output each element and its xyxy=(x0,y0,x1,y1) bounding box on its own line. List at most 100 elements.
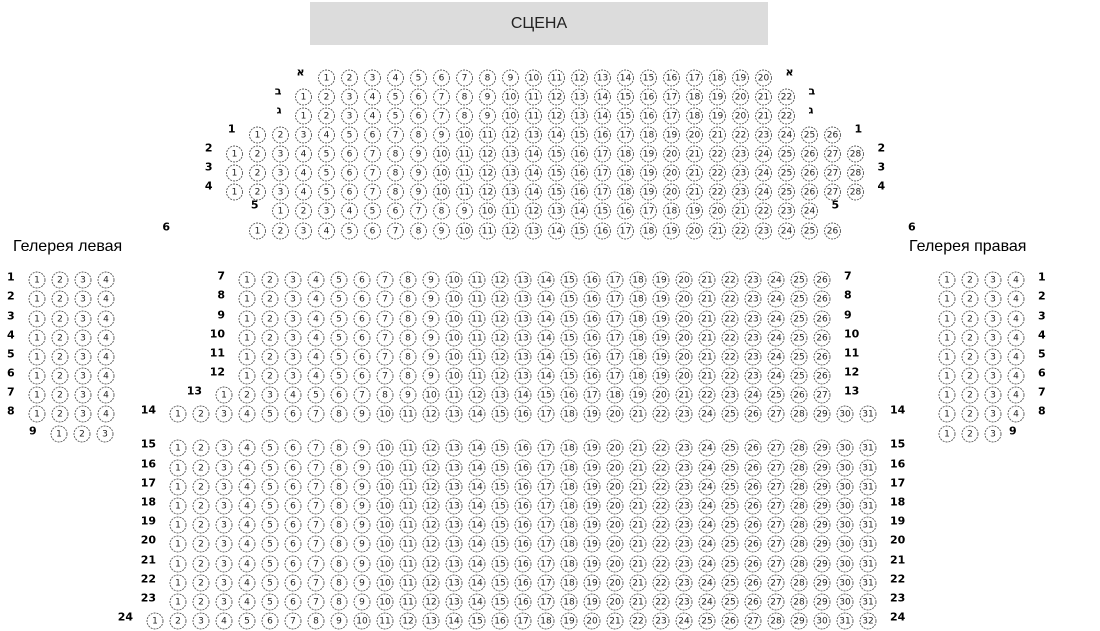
seat-stalls-row-22-30[interactable]: 30 xyxy=(836,574,854,592)
seat-gallery-right-row-7-4[interactable]: 4 xyxy=(1007,386,1025,404)
seat-balcony-row-5-3[interactable]: 3 xyxy=(318,202,335,220)
seat-stalls-row-9-21[interactable]: 21 xyxy=(698,310,716,328)
seat-stalls-row-21-23[interactable]: 23 xyxy=(675,555,693,573)
seat-stalls-row-23-24[interactable]: 24 xyxy=(698,593,716,611)
seat-balcony-row-ב-2[interactable]: 2 xyxy=(318,88,335,106)
seat-balcony-row-ב-22[interactable]: 22 xyxy=(778,88,795,106)
seat-stalls-row-18-4[interactable]: 4 xyxy=(238,497,256,515)
seat-gallery-right-row-3-3[interactable]: 3 xyxy=(984,310,1002,328)
seat-stalls-row-18-7[interactable]: 7 xyxy=(307,497,325,515)
seat-stalls-row-19-11[interactable]: 11 xyxy=(399,516,417,534)
seat-balcony-row-א-3[interactable]: 3 xyxy=(364,69,381,87)
seat-stalls-row-21-27[interactable]: 27 xyxy=(767,555,785,573)
seat-stalls-row-9-2[interactable]: 2 xyxy=(261,310,279,328)
seat-stalls-row-15-13[interactable]: 13 xyxy=(445,439,463,457)
seat-stalls-row-16-30[interactable]: 30 xyxy=(836,459,854,477)
seat-stalls-row-18-15[interactable]: 15 xyxy=(491,497,509,515)
seat-balcony-row-א-16[interactable]: 16 xyxy=(663,69,680,87)
seat-stalls-row-16-3[interactable]: 3 xyxy=(215,459,233,477)
seat-stalls-row-9-14[interactable]: 14 xyxy=(537,310,555,328)
seat-balcony-row-4-23[interactable]: 23 xyxy=(732,183,749,201)
seat-stalls-row-9-16[interactable]: 16 xyxy=(583,310,601,328)
seat-balcony-row-5-1[interactable]: 1 xyxy=(272,202,289,220)
seat-stalls-row-9-18[interactable]: 18 xyxy=(629,310,647,328)
seat-stalls-row-23-12[interactable]: 12 xyxy=(422,593,440,611)
seat-stalls-row-20-29[interactable]: 29 xyxy=(813,535,831,553)
seat-stalls-row-22-4[interactable]: 4 xyxy=(238,574,256,592)
seat-balcony-row-1-4[interactable]: 4 xyxy=(318,126,335,144)
seat-stalls-row-12-23[interactable]: 23 xyxy=(744,367,762,385)
seat-stalls-row-17-22[interactable]: 22 xyxy=(652,478,670,496)
seat-balcony-row-4-18[interactable]: 18 xyxy=(617,183,634,201)
seat-balcony-row-5-19[interactable]: 19 xyxy=(686,202,703,220)
seat-balcony-row-ג-11[interactable]: 11 xyxy=(525,107,542,125)
seat-stalls-row-13-16[interactable]: 16 xyxy=(560,386,578,404)
seat-balcony-row-ג-6[interactable]: 6 xyxy=(410,107,427,125)
seat-balcony-row-א-2[interactable]: 2 xyxy=(341,69,358,87)
seat-stalls-row-23-6[interactable]: 6 xyxy=(284,593,302,611)
seat-gallery-right-row-1-3[interactable]: 3 xyxy=(984,271,1002,289)
seat-balcony-row-ג-22[interactable]: 22 xyxy=(778,107,795,125)
seat-stalls-row-14-31[interactable]: 31 xyxy=(859,405,877,423)
seat-balcony-row-ג-16[interactable]: 16 xyxy=(640,107,657,125)
seat-balcony-row-3-12[interactable]: 12 xyxy=(479,164,496,182)
seat-stalls-row-16-13[interactable]: 13 xyxy=(445,459,463,477)
seat-stalls-row-18-11[interactable]: 11 xyxy=(399,497,417,515)
seat-balcony-row-1-18[interactable]: 18 xyxy=(640,126,657,144)
seat-stalls-row-8-10[interactable]: 10 xyxy=(445,290,463,308)
seat-stalls-row-11-15[interactable]: 15 xyxy=(560,348,578,366)
seat-stalls-row-17-4[interactable]: 4 xyxy=(238,478,256,496)
seat-stalls-row-7-21[interactable]: 21 xyxy=(698,271,716,289)
seat-balcony-row-4-14[interactable]: 14 xyxy=(525,183,542,201)
seat-balcony-row-3-23[interactable]: 23 xyxy=(732,164,749,182)
seat-stalls-row-13-9[interactable]: 9 xyxy=(399,386,417,404)
seat-balcony-row-2-2[interactable]: 2 xyxy=(249,145,266,163)
seat-balcony-row-4-17[interactable]: 17 xyxy=(594,183,611,201)
seat-stalls-row-22-31[interactable]: 31 xyxy=(859,574,877,592)
seat-stalls-row-21-16[interactable]: 16 xyxy=(514,555,532,573)
seat-gallery-left-row-3-3[interactable]: 3 xyxy=(74,310,92,328)
seat-stalls-row-8-11[interactable]: 11 xyxy=(468,290,486,308)
seat-balcony-row-ב-9[interactable]: 9 xyxy=(479,88,496,106)
seat-stalls-row-12-15[interactable]: 15 xyxy=(560,367,578,385)
seat-stalls-row-19-4[interactable]: 4 xyxy=(238,516,256,534)
seat-stalls-row-12-3[interactable]: 3 xyxy=(284,367,302,385)
seat-balcony-row-3-20[interactable]: 20 xyxy=(663,164,680,182)
seat-balcony-row-4-24[interactable]: 24 xyxy=(755,183,772,201)
seat-stalls-row-11-10[interactable]: 10 xyxy=(445,348,463,366)
seat-balcony-row-2-22[interactable]: 22 xyxy=(709,145,726,163)
seat-stalls-row-15-23[interactable]: 23 xyxy=(675,439,693,457)
seat-stalls-row-19-25[interactable]: 25 xyxy=(721,516,739,534)
seat-stalls-row-22-6[interactable]: 6 xyxy=(284,574,302,592)
seat-stalls-row-15-19[interactable]: 19 xyxy=(583,439,601,457)
seat-balcony-row-1-19[interactable]: 19 xyxy=(663,126,680,144)
seat-balcony-row-2-13[interactable]: 13 xyxy=(502,145,519,163)
seat-stalls-row-23-23[interactable]: 23 xyxy=(675,593,693,611)
seat-balcony-row-3-4[interactable]: 4 xyxy=(295,164,312,182)
seat-balcony-row-2-9[interactable]: 9 xyxy=(410,145,427,163)
seat-balcony-row-6-18[interactable]: 18 xyxy=(640,222,657,240)
seat-stalls-row-20-11[interactable]: 11 xyxy=(399,535,417,553)
seat-gallery-left-row-8-2[interactable]: 2 xyxy=(51,405,69,423)
seat-stalls-row-17-11[interactable]: 11 xyxy=(399,478,417,496)
seat-stalls-row-7-13[interactable]: 13 xyxy=(514,271,532,289)
seat-stalls-row-8-4[interactable]: 4 xyxy=(307,290,325,308)
seat-stalls-row-19-29[interactable]: 29 xyxy=(813,516,831,534)
seat-stalls-row-16-1[interactable]: 1 xyxy=(169,459,187,477)
seat-stalls-row-7-15[interactable]: 15 xyxy=(560,271,578,289)
seat-balcony-row-1-11[interactable]: 11 xyxy=(479,126,496,144)
seat-stalls-row-21-25[interactable]: 25 xyxy=(721,555,739,573)
seat-balcony-row-4-19[interactable]: 19 xyxy=(640,183,657,201)
seat-stalls-row-14-1[interactable]: 1 xyxy=(169,405,187,423)
seat-balcony-row-6-15[interactable]: 15 xyxy=(571,222,588,240)
seat-stalls-row-14-3[interactable]: 3 xyxy=(215,405,233,423)
seat-stalls-row-9-8[interactable]: 8 xyxy=(399,310,417,328)
seat-gallery-right-row-6-4[interactable]: 4 xyxy=(1007,367,1025,385)
seat-balcony-row-1-2[interactable]: 2 xyxy=(272,126,289,144)
seat-stalls-row-20-8[interactable]: 8 xyxy=(330,535,348,553)
seat-stalls-row-23-20[interactable]: 20 xyxy=(606,593,624,611)
seat-gallery-left-row-7-4[interactable]: 4 xyxy=(97,386,115,404)
seat-gallery-right-row-9-3[interactable]: 3 xyxy=(984,425,1002,443)
seat-stalls-row-16-15[interactable]: 15 xyxy=(491,459,509,477)
seat-stalls-row-21-31[interactable]: 31 xyxy=(859,555,877,573)
